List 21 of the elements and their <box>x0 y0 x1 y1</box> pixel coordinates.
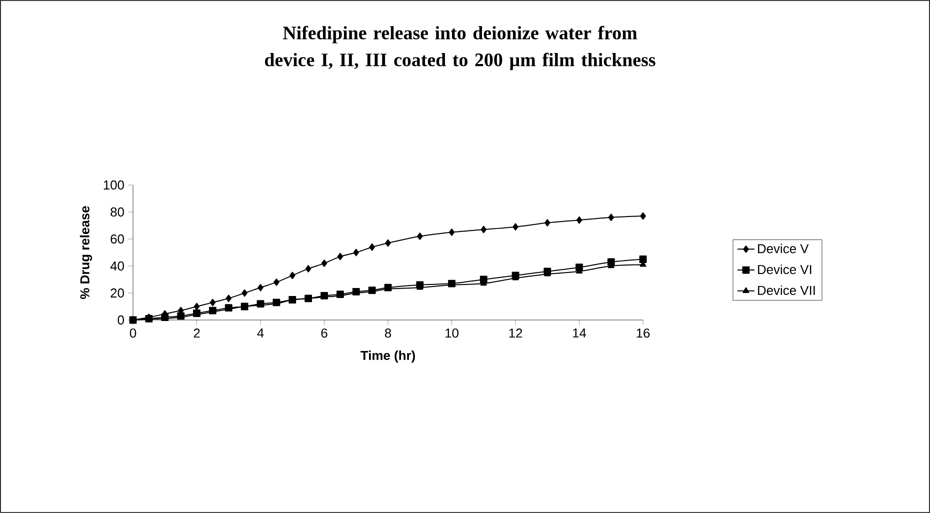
legend-label: Device V <box>758 244 809 254</box>
x-axis-title: Time (hr) <box>360 350 415 363</box>
x-tick-label: 2 <box>194 328 200 338</box>
x-tick-label: 8 <box>384 328 392 338</box>
y-tick-label: 0 <box>118 315 124 325</box>
x-tick-label: 12 <box>509 328 522 338</box>
x-tick-label: 0 <box>130 328 136 338</box>
y-tick-label: 60 <box>110 234 124 244</box>
x-tick-label: 14 <box>573 328 586 338</box>
legend-label: Device VI <box>758 264 812 274</box>
x-tick-label: 6 <box>321 328 328 338</box>
y-tick-label: 100 <box>104 180 124 190</box>
y-tick-label: 80 <box>110 207 124 217</box>
x-tick-label: 10 <box>446 328 458 338</box>
chart-title: Nifedipine release into deionize water from device I, II, III coated to 200 µm film thickness <box>264 26 656 70</box>
x-tick-label: 4 <box>257 328 264 338</box>
x-tick-label: 16 <box>636 328 650 338</box>
legend-label: Device VII <box>758 285 815 295</box>
y-axis-title: % Drug release <box>80 206 92 299</box>
y-tick-label: 40 <box>110 261 124 271</box>
y-tick-label: 20 <box>110 288 124 298</box>
